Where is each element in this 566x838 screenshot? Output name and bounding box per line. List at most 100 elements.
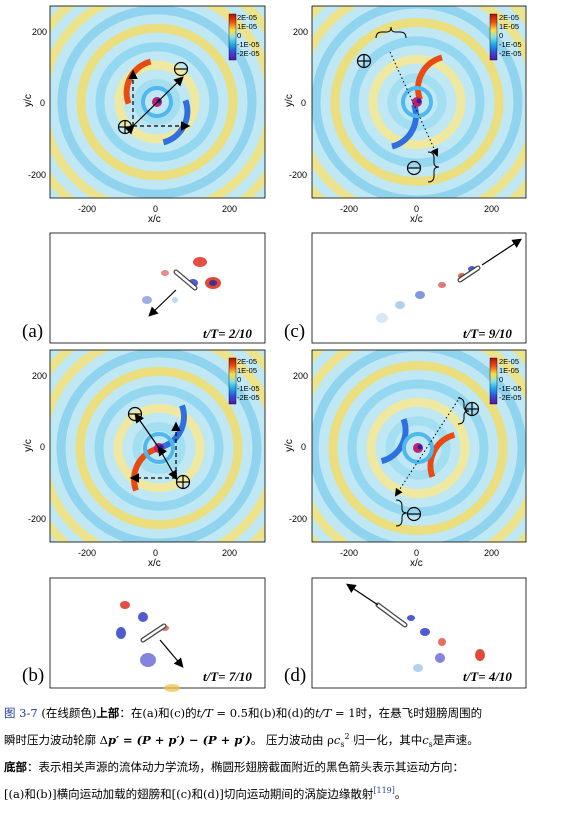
- cb-a-2: 1E-05: [237, 22, 258, 31]
- flow-panel-b: [49, 577, 266, 692]
- cb-a-4: -1E-05: [237, 40, 260, 49]
- colorbar: [489, 13, 498, 61]
- colorbar: [489, 357, 498, 405]
- ytick-c-1: 200: [293, 27, 309, 37]
- caption-text: 归一化，其中: [349, 732, 423, 747]
- figure-canvas: [49, 5, 527, 692]
- vortex-blob: [438, 638, 446, 646]
- colorbar: [228, 13, 237, 61]
- pressure-ring: [385, 416, 451, 480]
- cb-d-4: -1E-05: [499, 384, 522, 393]
- pressure-ring: [366, 397, 470, 499]
- panel-label-c: (c): [284, 321, 306, 342]
- dotted-arrow-c: [389, 51, 439, 157]
- cb-d-1: 2E-05: [499, 357, 520, 366]
- caption-line-1: 图 3-7 (在线颜色)上部：在(a)和(c)的t/T = 0.5和(b)和(d…: [4, 702, 562, 725]
- vortex-blob: [120, 601, 130, 609]
- ytick-b-3: -200: [28, 514, 47, 524]
- pressure-ring: [312, 350, 526, 542]
- T-symbol: /T: [319, 706, 332, 720]
- vortex-blob: [435, 653, 445, 663]
- brace-c-bottom: [427, 151, 440, 183]
- pressure-formula: p′ = (P + p′) − (P + p′): [107, 732, 251, 747]
- flow-frame: [311, 232, 527, 344]
- xlabel-a: x/c: [148, 214, 161, 225]
- motion-arrow-b: [159, 639, 184, 668]
- caption-top-head: 上部: [96, 706, 120, 720]
- cb-b-4: -1E-05: [237, 384, 260, 393]
- xtick-a-2: 0: [153, 204, 159, 214]
- panel-label-a: (a): [22, 321, 44, 342]
- cb-c-1: 2E-05: [499, 13, 520, 22]
- caption-text: = 1时，在悬飞时翅膀周围的: [331, 706, 483, 720]
- panel-label-d: (d): [284, 665, 307, 686]
- xtick-d-3: 200: [484, 548, 500, 558]
- cb-c-3: 0: [499, 31, 504, 40]
- colorbar: [228, 357, 237, 405]
- flow-panel-d: [311, 577, 527, 689]
- plot-frame: [49, 349, 266, 543]
- cb-a-1: 2E-05: [237, 13, 258, 22]
- caption-text: 。 压力波动由 ρ: [250, 732, 334, 747]
- cb-a-3: 0: [237, 31, 242, 40]
- caption-text: ：表示相关声源的流体动力学流场，椭圆形翅膀截面附近的黑色箭头表示其运动方向：: [27, 760, 464, 775]
- positive-lobe: [415, 54, 443, 101]
- inner-ring: [401, 86, 433, 118]
- plot-frame: [311, 5, 527, 199]
- cb-b-3: 0: [237, 375, 242, 384]
- negative-lobe: [380, 418, 409, 465]
- figure-caption: 图 3-7 (在线颜色)上部：在(a)和(c)的t/T = 0.5和(b)和(d…: [4, 702, 562, 806]
- caption-text: 瞬时压力波动轮廓 Δ: [4, 732, 108, 747]
- cb-b-5: -2E-05: [237, 393, 260, 402]
- figure: 200 0 -200 -200 0 200 x/c y/c 200 0 -200…: [22, 5, 527, 692]
- figure-number: 图 3-7: [4, 706, 38, 720]
- motion-arrow-d: [346, 583, 379, 606]
- pressure-ring: [347, 379, 489, 517]
- caption-text: 。: [394, 786, 407, 801]
- ytick-d-2: 0: [301, 442, 307, 452]
- motion-arrow-b: [134, 413, 168, 457]
- pressure-ring: [330, 17, 504, 187]
- ytick-c-3: -200: [289, 170, 308, 180]
- caption-text: ：在(a)和(c)的: [119, 706, 197, 720]
- caption-bottom-head: 底部: [4, 760, 27, 775]
- cb-c-4: -1E-05: [499, 40, 522, 49]
- reference-link[interactable]: [119]: [373, 786, 395, 796]
- vortex-blob: [376, 313, 388, 323]
- xtick-c-3: 200: [484, 204, 500, 214]
- wing-section: [458, 266, 480, 282]
- ytick-d-1: 200: [293, 371, 309, 381]
- cb-a-5: -2E-05: [237, 49, 260, 58]
- brace-d-bottom: [395, 499, 408, 527]
- pressure-ring: [113, 403, 205, 493]
- c-symbol: c: [333, 732, 341, 747]
- cb-d-3: 0: [499, 375, 504, 384]
- vortex-blob: [116, 627, 126, 639]
- vortex-blob: [140, 653, 156, 667]
- ytick-b-2: 0: [40, 442, 46, 452]
- ylabel-c: y/c: [283, 94, 295, 107]
- pressure-ring: [75, 366, 243, 530]
- xlabel-c: x/c: [410, 214, 423, 225]
- negative-lobe: [391, 103, 419, 150]
- ytick-a-2: 0: [40, 98, 46, 108]
- pressure-ring: [56, 350, 262, 542]
- vortex-blob: [475, 649, 485, 661]
- wing-section: [376, 603, 407, 627]
- caption-text: [(a)和(b)]横向运动加载的翅膀和[(c)和(d)]切向运动期间的涡旋边缘散…: [4, 786, 374, 801]
- caption-line-3: 底部：表示相关声源的流体动力学流场，椭圆形翅膀截面附近的黑色箭头表示其运动方向：: [4, 756, 562, 779]
- xtick-c-2: 0: [414, 204, 420, 214]
- vortex-blob: [172, 297, 178, 303]
- vortex-blob: [438, 282, 446, 288]
- wing-section: [141, 624, 166, 642]
- cs-symbol: c: [422, 732, 429, 747]
- ylabel-a: y/c: [22, 94, 34, 107]
- xtick-c-1: -200: [340, 204, 359, 214]
- pressure-ring: [57, 6, 257, 198]
- positive-lobe: [427, 431, 456, 478]
- vortex-blob: [209, 280, 217, 286]
- time-label-c: t/T= 9/10: [463, 326, 512, 341]
- cb-c-5: -2E-05: [499, 49, 522, 58]
- flow-panel-a: [49, 232, 266, 344]
- xtick-b-2: 0: [153, 548, 159, 558]
